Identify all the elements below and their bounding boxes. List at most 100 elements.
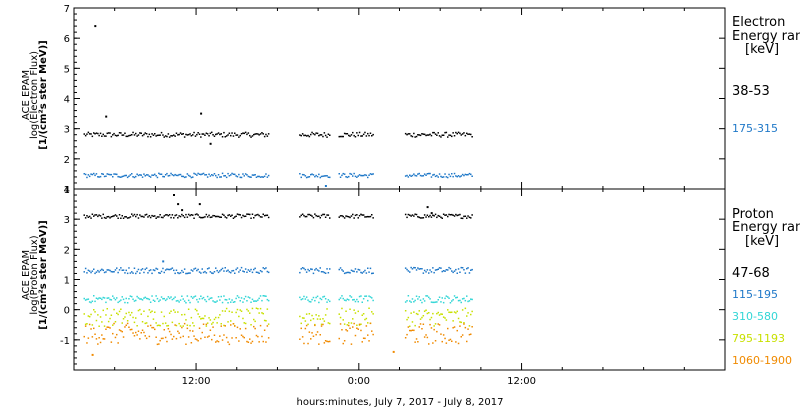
data-point [437,132,439,134]
data-point [364,269,366,272]
data-point [426,336,429,339]
data-point [128,267,130,269]
data-point [132,131,134,134]
data-point [428,216,430,218]
data-point [422,298,425,300]
data-point [243,322,245,324]
data-point [452,132,454,134]
data-point [201,216,203,219]
data-point [409,325,411,327]
data-point [141,329,144,331]
data-point [213,318,216,321]
data-point [404,213,407,216]
data-point [444,337,446,340]
y-tick-label: 0 [64,306,70,317]
data-point [371,330,373,332]
data-point [413,311,415,313]
data-point [211,131,213,134]
data-point [121,269,123,271]
data-point [350,296,353,298]
data-point [263,295,266,297]
data-point [225,307,228,310]
data-point [171,338,174,340]
data-point [323,271,326,274]
data-point [303,295,305,298]
data-point [341,329,343,331]
data-point [247,132,250,134]
data-point [128,311,130,314]
data-point [430,212,433,215]
data-point [156,216,159,218]
data-point [156,268,159,270]
data-point [179,336,182,339]
data-point [193,131,195,134]
data-point [117,134,119,137]
data-point [144,175,146,177]
data-point [449,175,452,178]
data-point [98,271,100,273]
data-point [83,297,85,300]
data-point [447,269,449,271]
data-point [151,295,153,297]
data-point [455,312,457,314]
data-point [406,300,408,302]
data-point [444,173,446,175]
data-point [419,323,422,325]
data-point [109,317,111,320]
data-point [345,215,347,217]
data-point [159,324,161,327]
data-point [95,338,98,340]
data-point [305,324,308,327]
data-point [356,176,358,178]
data-point [367,176,369,179]
data-point [230,301,232,303]
data-point [192,297,194,299]
data-point [307,268,309,271]
data-point [126,302,129,304]
data-point [230,324,232,326]
data-point [308,176,311,178]
data-point [173,217,175,219]
data-point [466,174,468,176]
data-point [262,340,264,343]
data-point [230,134,232,137]
data-point [232,301,235,303]
data-point [411,298,414,300]
data-point [329,134,331,136]
data-point [98,337,100,339]
data-point [209,142,212,145]
data-point [445,131,448,134]
data-point [319,134,321,136]
data-point [444,131,446,134]
data-point [114,269,117,271]
data-point [99,215,102,217]
data-point [404,267,407,269]
data-point [198,133,201,135]
data-point [310,214,312,216]
data-point [236,175,239,178]
data-point [99,341,102,344]
data-point [255,133,258,135]
data-point [156,134,159,137]
data-point [436,134,438,136]
data-point [350,134,353,136]
data-point [369,173,372,175]
data-point [105,175,107,177]
data-point [360,135,362,137]
data-point [253,325,255,328]
data-point [103,338,106,340]
data-point [235,134,237,136]
data-point [255,176,258,178]
data-point [168,268,171,271]
data-point [122,217,125,219]
data-point [136,295,138,298]
data-point [326,136,328,138]
data-point [339,215,342,217]
data-point [423,133,426,136]
data-point [311,173,313,175]
data-point [140,332,142,334]
legend-entry: 175-315 [732,122,778,135]
data-point [436,312,438,315]
data-point [343,217,346,219]
data-point [448,134,450,136]
